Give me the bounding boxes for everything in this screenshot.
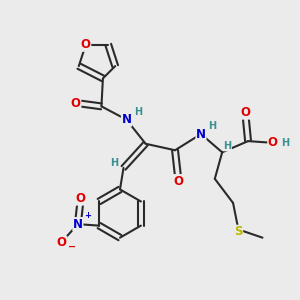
Text: O: O xyxy=(268,136,278,149)
Text: O: O xyxy=(71,97,81,110)
Text: −: − xyxy=(68,242,76,252)
Text: O: O xyxy=(75,192,85,205)
Text: H: H xyxy=(281,138,290,148)
Text: O: O xyxy=(173,175,183,188)
Text: N: N xyxy=(73,218,83,231)
Text: H: H xyxy=(224,141,232,151)
Text: O: O xyxy=(241,106,251,119)
Text: O: O xyxy=(57,236,67,249)
Text: H: H xyxy=(110,158,118,168)
Text: +: + xyxy=(84,211,92,220)
Text: S: S xyxy=(234,225,243,238)
Text: N: N xyxy=(196,128,206,140)
Text: N: N xyxy=(122,113,131,126)
Text: O: O xyxy=(81,38,91,51)
Text: H: H xyxy=(208,121,216,131)
Text: H: H xyxy=(134,107,142,117)
